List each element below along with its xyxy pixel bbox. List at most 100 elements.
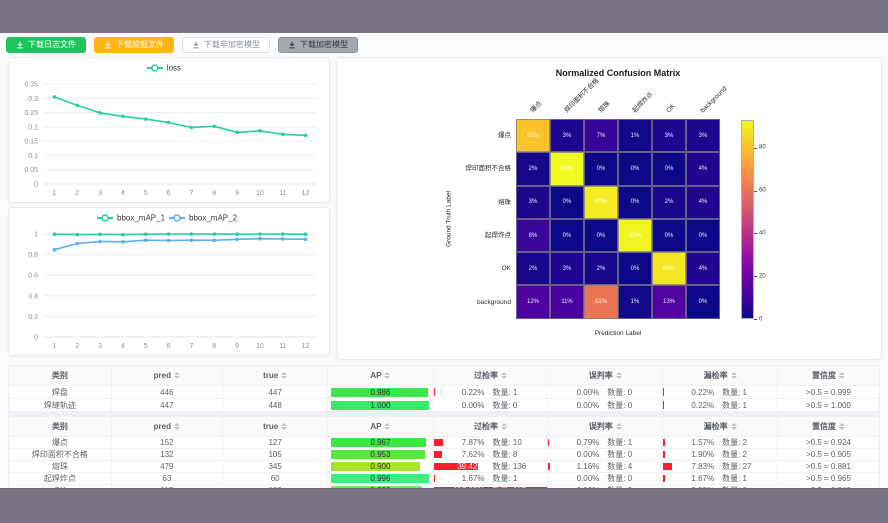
svg-text:8: 8 xyxy=(212,343,216,350)
header-置信度[interactable]: 置信度 xyxy=(778,366,879,385)
matrix-row-label: 熔珠 xyxy=(498,198,511,206)
svg-text:9: 9 xyxy=(235,343,239,350)
matrix-cell-value: 0% xyxy=(562,232,572,239)
table-header-row: 类别 pred true AP 过检率 误判率 漏检率 置信度 xyxy=(9,417,879,437)
cell-misjudge-rate: 0.00% 数量: 0 xyxy=(548,386,664,398)
matrix-cell: 81% xyxy=(516,119,550,153)
matrix-cell-value: 2% xyxy=(528,165,538,172)
rate-bar xyxy=(663,474,666,482)
sort-icon[interactable] xyxy=(838,372,845,379)
rate-percent: 0.22% xyxy=(461,387,485,397)
table-row: 焊盘 446 447 0.986 0.22% 数量: 1 0.00% 数量: 0 0.22% 数量… xyxy=(9,386,879,399)
sort-icon[interactable] xyxy=(281,423,288,430)
colorbar: 0 20 40 60 80 xyxy=(741,120,766,322)
matrix-cell: 2% xyxy=(516,252,550,286)
matrix-cell: 8% xyxy=(516,218,550,253)
svg-text:4: 4 xyxy=(121,190,125,197)
rate-bar xyxy=(663,401,664,409)
legend-item-bbox_mAP_2[interactable]: bbox_mAP_2 xyxy=(169,214,238,223)
sort-icon[interactable] xyxy=(500,372,507,379)
top-chrome-bar xyxy=(0,0,888,33)
sort-icon[interactable] xyxy=(384,423,391,430)
matrix-cell: 2% xyxy=(516,152,550,186)
loss-chart: 00.050.10.150.20.250.30.351 2 3 4 5 6 7 8 9 10 11 1… xyxy=(24,64,317,197)
sort-icon[interactable] xyxy=(730,423,737,430)
header-置信度[interactable]: 置信度 xyxy=(778,417,879,436)
header-误判率[interactable]: 误判率 xyxy=(548,366,664,385)
matrix-cell: 0% xyxy=(550,218,584,253)
cell-true: 105 xyxy=(223,449,329,460)
svg-text:0.05: 0.05 xyxy=(24,167,38,174)
header-AP[interactable]: AP xyxy=(328,366,434,385)
header-AP[interactable]: AP xyxy=(328,417,434,436)
svg-text:6: 6 xyxy=(167,190,171,197)
download-button-1[interactable]: 下载简报文件 xyxy=(94,37,174,53)
rate-percent: 1.67% xyxy=(691,474,715,483)
confidence-value: >0.5 = 0.965 xyxy=(806,474,851,483)
cell-pred: 152 xyxy=(112,437,224,448)
download-button-3[interactable]: 下载加密模型 xyxy=(278,37,358,53)
matrix-cell-value: 90% xyxy=(594,199,607,206)
svg-text:7: 7 xyxy=(189,343,193,350)
rate-percent: 1.57% xyxy=(691,438,715,447)
cell-category: 焊印面积不合格 xyxy=(9,449,112,460)
category-label: 熔珠 xyxy=(51,462,68,471)
svg-text:1: 1 xyxy=(52,343,56,350)
header-pred[interactable]: pred xyxy=(112,366,224,385)
matrix-cell: 89% xyxy=(652,252,686,286)
matrix-cell-value: 3% xyxy=(528,199,538,206)
svg-text:12: 12 xyxy=(302,343,310,350)
matrix-cell-value: 0% xyxy=(562,199,572,206)
matrix-cell: 4% xyxy=(686,252,720,286)
svg-text:3: 3 xyxy=(98,343,102,350)
matrix-cell: 1% xyxy=(618,285,652,319)
cell-category: 爆点 xyxy=(9,437,112,448)
matrix-cell: 90% xyxy=(584,185,618,219)
legend-item-bbox_mAP_1[interactable]: bbox_mAP_1 xyxy=(97,214,166,223)
download-button-2[interactable]: 下载非加密模型 xyxy=(182,37,270,53)
sort-icon[interactable] xyxy=(730,372,737,379)
sort-icon[interactable] xyxy=(615,372,622,379)
svg-text:loss: loss xyxy=(167,64,181,73)
matrix-cell: 3% xyxy=(516,185,550,219)
rate-count: 数量: 0 xyxy=(492,400,518,410)
rate-percent: 0.00% xyxy=(576,474,600,483)
sort-icon[interactable] xyxy=(174,423,180,430)
svg-text:8: 8 xyxy=(212,190,216,197)
table-divider xyxy=(8,412,880,416)
header-pred[interactable]: pred xyxy=(112,417,224,436)
confidence-value: >0.5 = 0.924 xyxy=(806,438,851,447)
sort-icon[interactable] xyxy=(281,372,288,379)
header-label: 过检率 xyxy=(473,422,498,431)
rate-count: 数量: 2 xyxy=(722,450,748,459)
sort-icon[interactable] xyxy=(384,372,391,379)
header-label: 误判率 xyxy=(588,422,613,431)
sort-icon[interactable] xyxy=(615,423,622,430)
header-过检率[interactable]: 过检率 xyxy=(434,417,549,436)
matrix-cell-value: 3% xyxy=(562,265,572,272)
sort-icon[interactable] xyxy=(838,423,845,430)
matrix-cell: 7% xyxy=(584,119,618,153)
matrix-cell-value: 8% xyxy=(528,232,538,239)
header-过检率[interactable]: 过检率 xyxy=(434,366,549,385)
colorbar-tick: 20 xyxy=(754,273,766,279)
legend-item-loss[interactable]: loss xyxy=(146,64,181,73)
sort-icon[interactable] xyxy=(174,372,180,379)
header-true[interactable]: true xyxy=(223,366,329,385)
ap-bar-track: 0.953 xyxy=(331,450,429,459)
cell-over-detection-rate: 7.62% 数量: 8 xyxy=(433,449,549,460)
rate-bar xyxy=(433,474,436,482)
header-误判率[interactable]: 误判率 xyxy=(548,417,664,436)
table-row: 爆点 152 127 0.967 7.87% 数量: 10 0.79% 数量: 1 1.57% 数… xyxy=(9,437,879,449)
svg-text:11: 11 xyxy=(279,343,286,350)
download-button-0[interactable]: 下载日志文件 xyxy=(6,37,86,53)
colorbar-tick: 0 xyxy=(754,316,762,322)
header-漏检率[interactable]: 漏检率 xyxy=(663,417,779,436)
svg-text:6: 6 xyxy=(167,343,171,350)
cell-confidence: >0.5 = 0.924 xyxy=(778,437,879,448)
svg-text:9: 9 xyxy=(235,190,239,197)
header-漏检率[interactable]: 漏检率 xyxy=(663,366,779,385)
sort-icon[interactable] xyxy=(500,423,507,430)
header-true[interactable]: true xyxy=(223,417,329,436)
rate-bar xyxy=(433,438,443,446)
